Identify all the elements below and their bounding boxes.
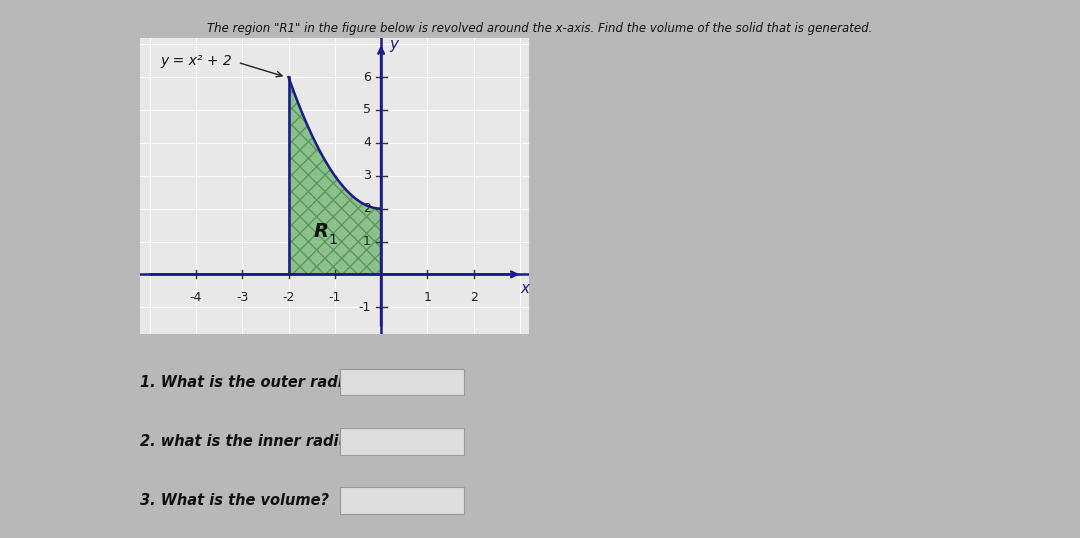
Text: R: R [313, 222, 328, 241]
Text: 1: 1 [328, 233, 337, 247]
Text: x: x [521, 281, 529, 296]
Text: 4: 4 [363, 136, 370, 150]
Text: 1. What is the outer radius R(x)?: 1. What is the outer radius R(x)? [140, 374, 409, 390]
Text: -1: -1 [328, 291, 341, 304]
Text: ∨: ∨ [447, 376, 456, 388]
Text: 1: 1 [423, 291, 431, 304]
Text: 3. What is the volume?: 3. What is the volume? [140, 493, 329, 508]
Text: ∨: ∨ [447, 435, 456, 448]
Text: 2. what is the inner radius r(x)?: 2. what is the inner radius r(x)? [140, 434, 402, 449]
Text: 5: 5 [363, 103, 370, 117]
Text: The region "R1" in the figure below is revolved around the x-axis. Find the volu: The region "R1" in the figure below is r… [207, 22, 873, 34]
Text: 1: 1 [363, 235, 370, 248]
Text: 2: 2 [363, 202, 370, 215]
Text: -3: -3 [237, 291, 248, 304]
Text: y: y [390, 37, 399, 52]
Text: -4: -4 [190, 291, 202, 304]
Text: -2: -2 [282, 291, 295, 304]
Text: ∨: ∨ [447, 494, 456, 507]
Text: 6: 6 [363, 70, 370, 83]
Text: -1: -1 [359, 301, 370, 314]
Text: y = x² + 2: y = x² + 2 [160, 54, 232, 68]
Text: 3: 3 [363, 169, 370, 182]
Text: 2: 2 [470, 291, 477, 304]
